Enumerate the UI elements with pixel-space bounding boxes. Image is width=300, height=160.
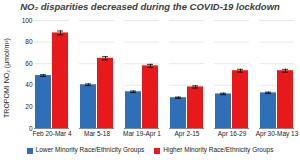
html-text:Lower Minority Race/Ethnicity: Lower Minority Race/Ethnicity Groups bbox=[35, 146, 145, 154]
svg-text:Apr 30-May 13: Apr 30-May 13 bbox=[256, 130, 299, 138]
svg-text:0: 0 bbox=[29, 125, 33, 132]
svg-text:20: 20 bbox=[25, 103, 33, 110]
html-text:TROPOMI NO₂ (μmol/m²): TROPOMI NO₂ (μmol/m²) bbox=[2, 38, 10, 118]
html-text:NO₂ disparities decreased duri: NO₂ disparities decreased during the COV… bbox=[20, 1, 280, 12]
html-text:Higher Minority Race/Ethnicity: Higher Minority Race/Ethnicity Groups bbox=[163, 146, 274, 154]
svg-text:Mar 5-18: Mar 5-18 bbox=[84, 130, 110, 137]
svg-text:Apr 2-15: Apr 2-15 bbox=[175, 130, 200, 138]
svg-text:80: 80 bbox=[25, 38, 33, 45]
svg-text:Apr 16-29: Apr 16-29 bbox=[218, 130, 247, 138]
svg-text:100: 100 bbox=[22, 17, 33, 24]
svg-text:60: 60 bbox=[25, 60, 33, 67]
svg-text:Feb 20-Mar 4: Feb 20-Mar 4 bbox=[32, 130, 71, 137]
svg-text:Mar 19-Apr 1: Mar 19-Apr 1 bbox=[123, 130, 161, 138]
svg-text:40: 40 bbox=[25, 81, 33, 88]
